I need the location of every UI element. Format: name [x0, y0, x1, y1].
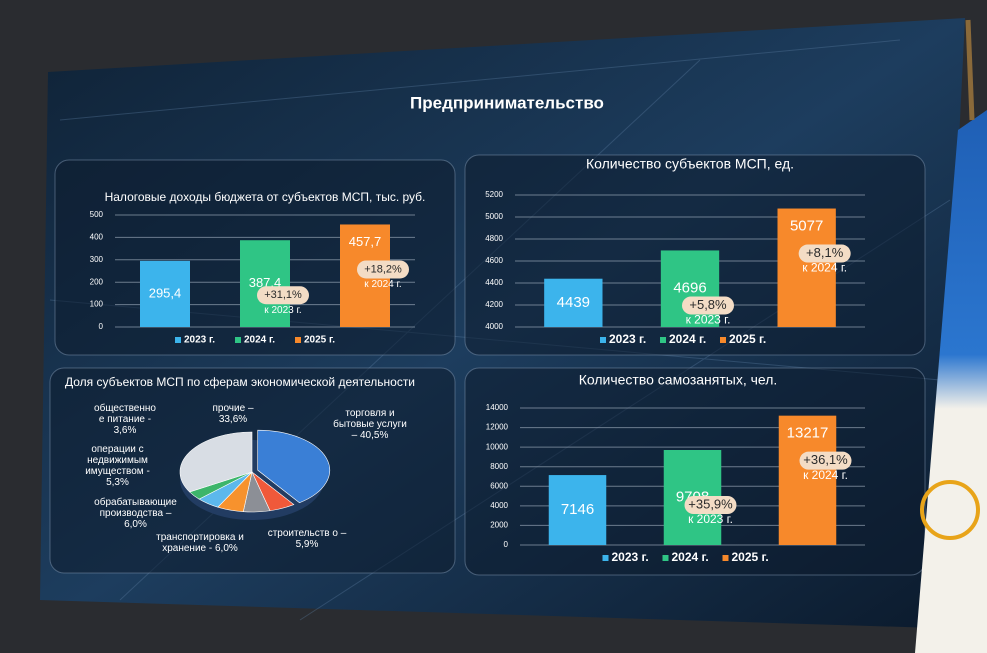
value-label: 13217	[787, 425, 829, 442]
slice-label: обрабатывающие производства – 6,0%	[94, 497, 177, 530]
change-pill	[684, 496, 737, 515]
flag-pole	[965, 19, 975, 121]
legend-label: 2024 г.	[669, 332, 706, 346]
y-tick-label: 12000	[486, 423, 509, 432]
y-tick-label: 4800	[485, 234, 503, 243]
y-tick-label: 8000	[490, 462, 508, 471]
change-pill	[257, 286, 309, 305]
y-tick-label: 4200	[485, 300, 503, 309]
y-tick-label: 4000	[485, 322, 503, 331]
legend-label: 2025 г.	[732, 550, 769, 564]
y-tick-label: 200	[90, 277, 104, 286]
legend-label: 2025 г.	[304, 335, 335, 346]
bar	[778, 415, 837, 545]
legend-swatch	[660, 337, 666, 343]
change-pill	[682, 296, 734, 315]
bar	[548, 475, 607, 545]
legend-label: 2024 г.	[672, 550, 709, 564]
chart-title: Налоговые доходы бюджета от субъектов МС…	[105, 190, 426, 204]
y-tick-label: 4400	[485, 278, 503, 287]
pie-slice	[179, 431, 253, 493]
legend-label: 2024 г.	[244, 335, 275, 346]
slice-label: транспортировка и хранение - 6,0%	[156, 532, 244, 554]
value-label: 7146	[561, 501, 594, 518]
value-label: 457,7	[349, 234, 382, 249]
legend-swatch	[600, 337, 606, 343]
y-tick-label: 4600	[485, 256, 503, 265]
legend-swatch	[235, 337, 241, 343]
chart-title: Доля субъектов МСП по сферам экономическ…	[65, 375, 415, 389]
flag	[915, 110, 987, 653]
y-tick-label: 400	[90, 233, 104, 242]
legend-swatch	[602, 555, 609, 561]
legend-swatch	[175, 337, 181, 343]
value-label: 5077	[790, 217, 823, 234]
change-label: +35,9%	[688, 496, 733, 511]
change-label: +8,1%	[806, 245, 844, 260]
change-note: к 2023 г.	[686, 313, 731, 327]
change-note: к 2023 г.	[264, 305, 301, 316]
flag-emblem	[920, 480, 980, 540]
change-note: к 2024 г.	[802, 261, 847, 275]
change-label: +31,1%	[264, 289, 302, 301]
change-note: к 2024 г.	[803, 468, 848, 482]
legend-label: 2023 г.	[184, 335, 215, 346]
legend-swatch	[722, 555, 729, 561]
change-pill	[799, 451, 852, 470]
change-label: +5,8%	[689, 297, 727, 312]
legend-swatch	[720, 337, 726, 343]
y-tick-label: 4000	[490, 501, 508, 510]
value-label: 4439	[557, 294, 590, 311]
chart-title: Количество самозанятых, чел.	[579, 372, 778, 388]
slice-label: строительств о – 5,9%	[267, 528, 347, 550]
y-tick-label: 10000	[486, 442, 509, 451]
y-tick-label: 500	[90, 210, 104, 219]
pie-slice	[257, 429, 331, 504]
page-title: Предпринимательство	[410, 93, 604, 112]
legend-swatch	[295, 337, 301, 343]
slice-label: общественно е питание - 3,6%	[94, 403, 156, 436]
change-pill	[357, 260, 409, 279]
y-tick-label: 0	[99, 322, 104, 331]
y-tick-label: 6000	[490, 481, 508, 490]
change-note: к 2024 г.	[364, 279, 401, 290]
y-tick-label: 5000	[485, 212, 503, 221]
legend-swatch	[662, 555, 669, 561]
y-tick-label: 2000	[490, 521, 508, 530]
slice-label: прочие – 33,6%	[212, 403, 254, 425]
bar	[240, 240, 290, 327]
change-label: +36,1%	[803, 452, 848, 467]
y-tick-label: 0	[504, 540, 509, 549]
legend-label: 2023 г.	[609, 332, 646, 346]
chart-title: Количество субъектов МСП, ед.	[586, 156, 794, 172]
y-tick-label: 5200	[485, 190, 503, 199]
slice-label: операции с недвижимым имуществом - 5,3%	[85, 444, 150, 488]
y-tick-label: 100	[90, 300, 104, 309]
change-note: к 2023 г.	[688, 512, 733, 526]
value-label: 4696	[673, 280, 706, 297]
legend-label: 2023 г.	[612, 550, 649, 564]
change-label: +18,2%	[364, 263, 402, 275]
y-tick-label: 14000	[486, 403, 509, 412]
slice-label: торговля и бытовые услуги – 40,5%	[333, 408, 407, 441]
bar	[140, 260, 190, 327]
value-label: 295,4	[149, 285, 182, 300]
bar	[544, 278, 603, 327]
bar	[777, 208, 836, 327]
legend-label: 2025 г.	[729, 332, 766, 346]
y-tick-label: 300	[90, 255, 104, 264]
change-pill	[798, 244, 851, 263]
